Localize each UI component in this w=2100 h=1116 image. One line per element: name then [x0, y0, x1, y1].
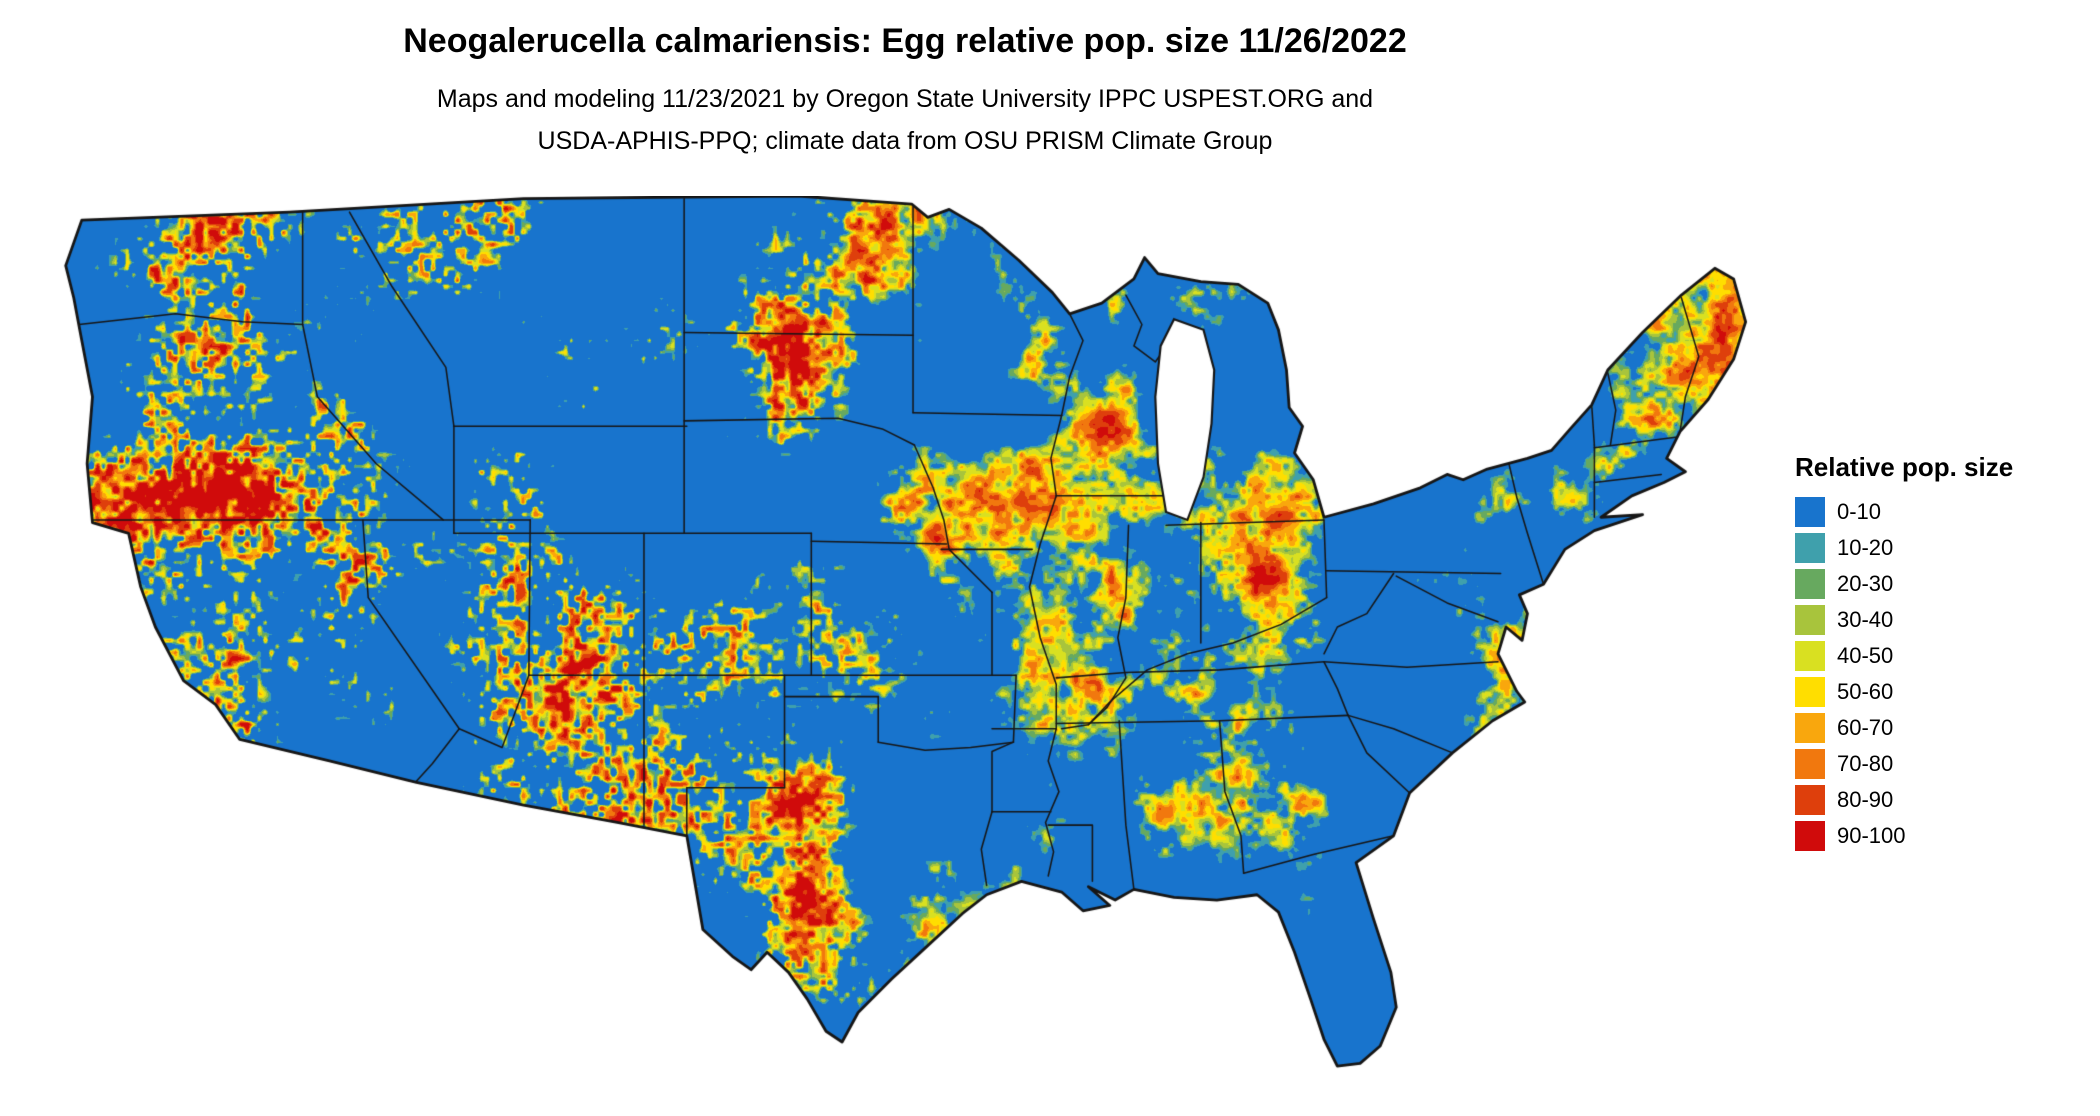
legend-item: 70-80 [1795, 749, 2085, 779]
us-heatmap-canvas [55, 196, 1755, 1086]
header: Neogalerucella calmariensis: Egg relativ… [55, 22, 1755, 167]
legend-color-swatch [1795, 677, 1825, 707]
legend-item: 40-50 [1795, 641, 2085, 671]
subtitle-line-1: Maps and modeling 11/23/2021 by Oregon S… [436, 85, 1374, 113]
legend-label: 10-20 [1837, 535, 1894, 560]
legend-label: 90-100 [1837, 823, 1906, 848]
legend-color-swatch [1795, 785, 1825, 815]
legend-color-swatch [1795, 569, 1825, 599]
legend-item: 50-60 [1795, 677, 2085, 707]
legend-label: 60-70 [1837, 715, 1894, 740]
subtitle-line-2: USDA-APHIS-PPQ; climate data from OSU PR… [537, 126, 1273, 155]
legend-color-swatch [1795, 605, 1825, 635]
legend-item: 0-10 [1795, 497, 2085, 527]
legend-item: 90-100 [1795, 821, 2085, 851]
legend-color-swatch [1795, 713, 1825, 743]
legend: Relative pop. size 0-10 10-20 20-30 30-40 40… [1795, 452, 2085, 857]
legend-label: 40-50 [1837, 643, 1894, 668]
legend-item: 10-20 [1795, 533, 2085, 563]
legend-label: 30-40 [1837, 607, 1894, 632]
page-title: Neogalerucella calmariensis: Egg relativ… [403, 22, 1407, 60]
legend-items: 0-10 10-20 20-30 30-40 40-50 50-60 60-70 70-80 8… [1795, 497, 2085, 851]
legend-label: 20-30 [1837, 571, 1894, 596]
legend-color-swatch [1795, 821, 1825, 851]
legend-title: Relative pop. size [1795, 452, 2014, 482]
legend-color-swatch [1795, 497, 1825, 527]
legend-label: 50-60 [1837, 679, 1894, 704]
legend-label: 70-80 [1837, 751, 1894, 776]
legend-color-swatch [1795, 533, 1825, 563]
legend-color-swatch [1795, 749, 1825, 779]
legend-item: 30-40 [1795, 605, 2085, 635]
legend-color-swatch [1795, 641, 1825, 671]
legend-item: 20-30 [1795, 569, 2085, 599]
legend-label: 0-10 [1837, 499, 1882, 524]
legend-item: 80-90 [1795, 785, 2085, 815]
legend-label: 80-90 [1837, 787, 1894, 812]
legend-item: 60-70 [1795, 713, 2085, 743]
